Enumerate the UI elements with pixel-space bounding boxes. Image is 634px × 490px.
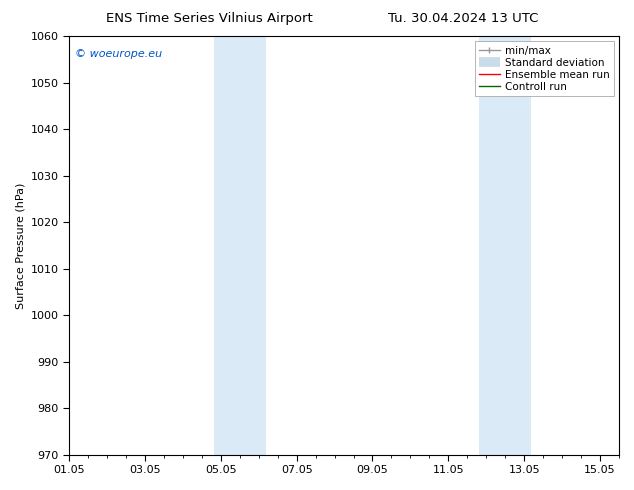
Bar bbox=[479, 36, 531, 455]
Text: Tu. 30.04.2024 13 UTC: Tu. 30.04.2024 13 UTC bbox=[387, 12, 538, 25]
Text: ENS Time Series Vilnius Airport: ENS Time Series Vilnius Airport bbox=[106, 12, 313, 25]
Legend: min/max, Standard deviation, Ensemble mean run, Controll run: min/max, Standard deviation, Ensemble me… bbox=[475, 41, 614, 96]
Y-axis label: Surface Pressure (hPa): Surface Pressure (hPa) bbox=[15, 182, 25, 309]
Text: © woeurope.eu: © woeurope.eu bbox=[75, 49, 162, 59]
Bar bbox=[214, 36, 266, 455]
